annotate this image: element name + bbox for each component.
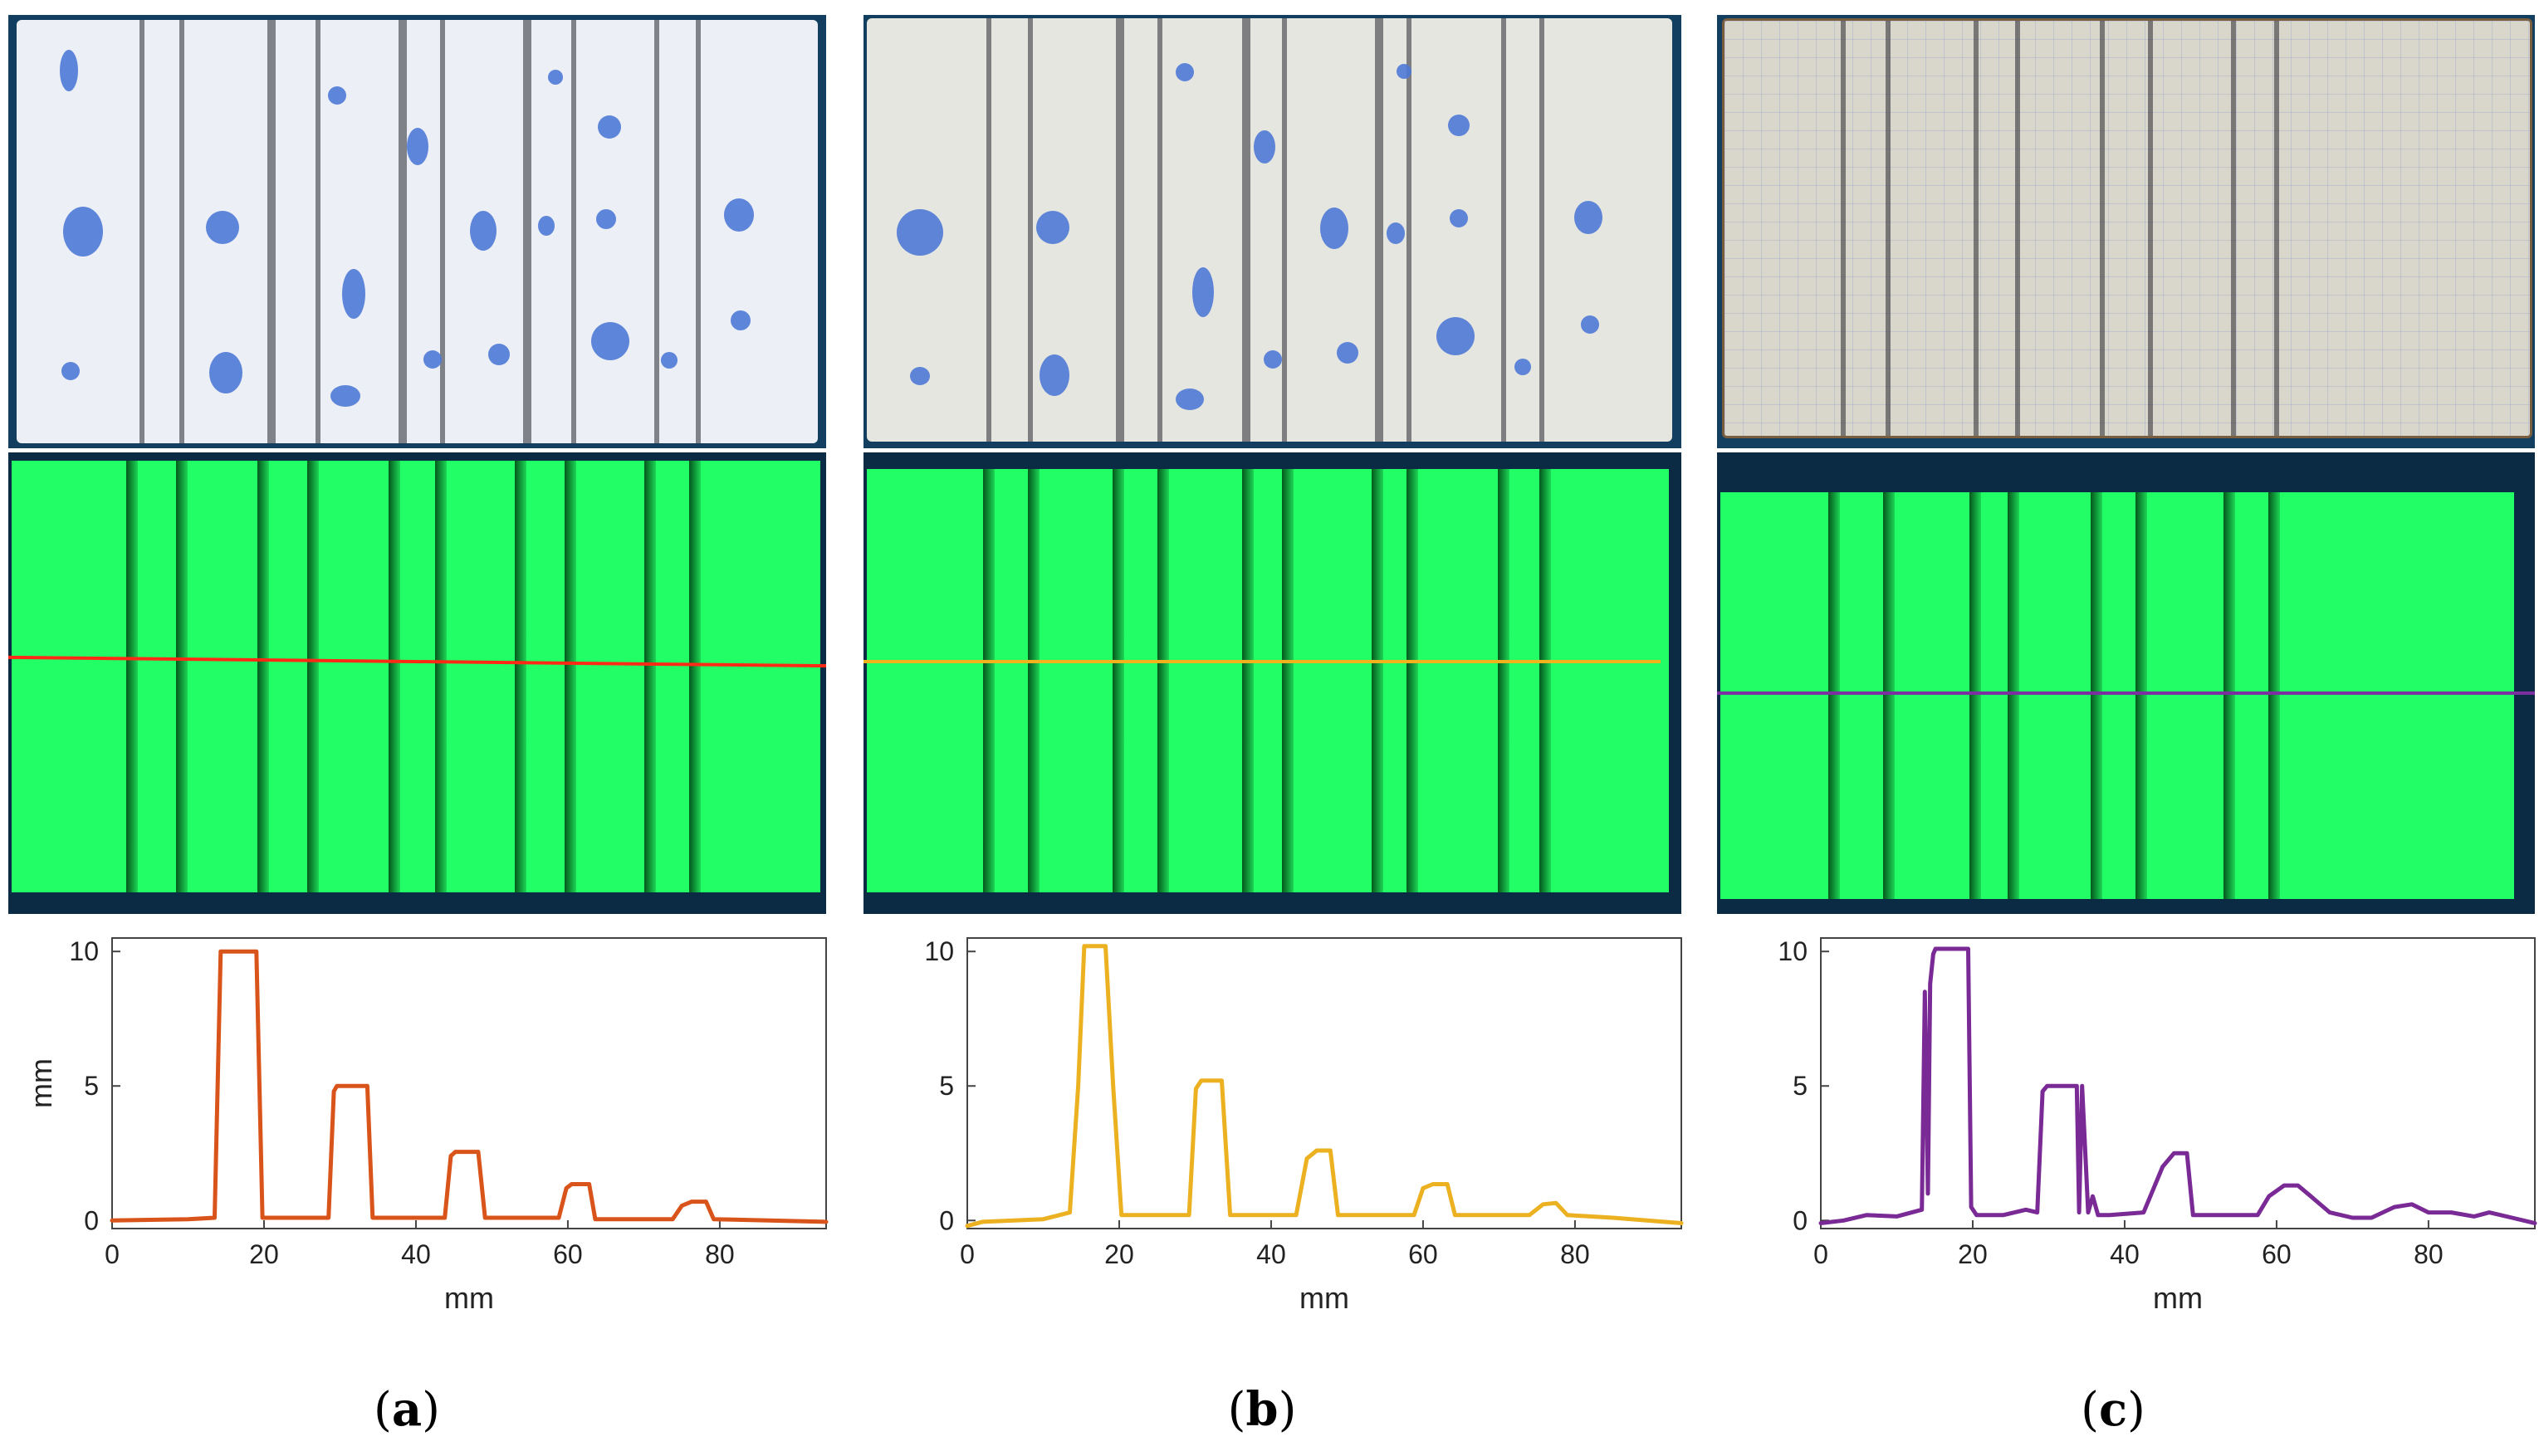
x-tick-label: 80	[1560, 1239, 1590, 1269]
photo-c	[1717, 15, 2535, 448]
photo-b	[863, 15, 1681, 448]
x-tick-label: 0	[960, 1239, 975, 1269]
x-tick-label: 20	[249, 1239, 279, 1269]
photo-a	[8, 15, 826, 448]
x-tick-label: 40	[2110, 1239, 2140, 1269]
x-tick-label: 60	[2262, 1239, 2292, 1269]
caption-c: (c)	[2081, 1382, 2145, 1437]
scan-a	[8, 452, 826, 914]
y-axis-label: mm	[24, 1058, 58, 1108]
y-tick-label: 10	[1778, 936, 1808, 966]
profile-line-b	[863, 660, 1661, 663]
plot-frame	[1820, 937, 2536, 1229]
x-tick-label: 20	[1104, 1239, 1134, 1269]
x-tick-label: 20	[1958, 1239, 1988, 1269]
x-tick-label: 0	[105, 1239, 120, 1269]
x-tick-label: 40	[401, 1239, 431, 1269]
y-tick-label: 5	[84, 1071, 99, 1101]
x-axis-label: mm	[1299, 1281, 1349, 1315]
y-tick-label: 0	[84, 1205, 99, 1235]
caption-a: (a)	[373, 1382, 440, 1437]
y-tick-label: 10	[69, 936, 99, 966]
grid-board-c	[1722, 18, 2532, 438]
x-tick-label: 80	[2414, 1239, 2444, 1269]
scan-b	[863, 452, 1681, 914]
scan-c	[1717, 452, 2535, 914]
white-board-a	[17, 20, 818, 443]
x-tick-label: 60	[553, 1239, 583, 1269]
plot-frame	[111, 937, 827, 1229]
profile-line-c	[1717, 691, 2535, 695]
x-axis-label: mm	[2153, 1281, 2203, 1315]
y-tick-label: 10	[924, 936, 954, 966]
profile-chart-a: 0 20 40 60 80 0 5 10 mm mm	[24, 936, 829, 1315]
y-tick-label: 0	[1793, 1205, 1808, 1235]
profile-series-line	[965, 944, 1684, 1229]
x-axis-label: mm	[444, 1281, 494, 1315]
profile-chart-b: 0 20 40 60 80 0 5 10 mm	[924, 936, 1684, 1315]
x-tick-label: 40	[1256, 1239, 1286, 1269]
x-tick-label: 0	[1813, 1239, 1828, 1269]
profile-chart-c: 0 20 40 60 80 0 5 10 mm	[1778, 936, 2537, 1315]
white-board-b	[867, 18, 1672, 442]
y-tick-label: 0	[939, 1205, 954, 1235]
y-tick-label: 5	[1793, 1071, 1808, 1101]
x-tick-label: 60	[1408, 1239, 1438, 1269]
profile-series-line	[110, 949, 829, 1224]
y-tick-label: 5	[939, 1071, 954, 1101]
caption-b: (b)	[1227, 1382, 1297, 1437]
x-tick-label: 80	[705, 1239, 735, 1269]
profile-series-line	[1818, 946, 2537, 1225]
plot-frame	[966, 937, 1682, 1229]
